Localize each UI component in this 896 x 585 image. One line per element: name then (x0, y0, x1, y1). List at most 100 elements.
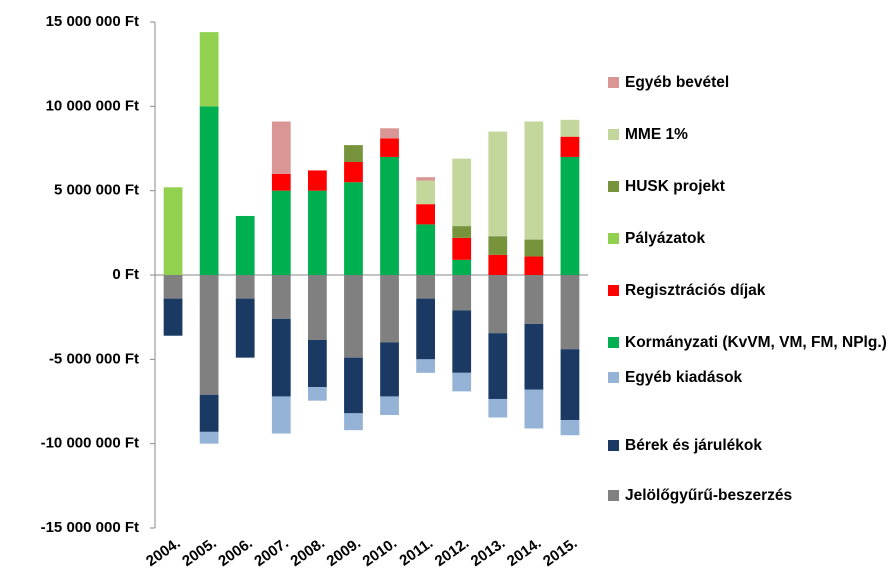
bar-segment (271, 318, 291, 397)
legend-item: Regisztrációs díjak (608, 282, 765, 300)
bar-segment (163, 275, 183, 299)
y-tick-label: -15 000 000 Ft (41, 519, 139, 536)
bar-segment (199, 32, 219, 107)
legend-swatch (608, 372, 619, 383)
legend-swatch (608, 440, 619, 451)
legend-label: Regisztrációs díjak (625, 282, 766, 299)
x-tick-label: 2011. (396, 535, 436, 570)
legend-item: Jelölőgyűrű-beszerzés (608, 487, 792, 505)
bar-segment (271, 396, 291, 434)
bar-segment (199, 394, 219, 432)
legend-item: Egyéb kiadások (608, 369, 742, 387)
bar-segment (452, 310, 472, 373)
bar-segment (488, 398, 508, 418)
x-tick-label: 2013. (468, 535, 509, 570)
legend-label: Bérek és járulékok (625, 437, 763, 454)
bar-segment (488, 275, 508, 334)
bar-segment (488, 333, 508, 399)
bar-segment (560, 119, 580, 137)
bar-segment (452, 226, 472, 238)
bar-segment (307, 190, 327, 275)
x-tick-label: 2014. (504, 535, 545, 570)
bar-segment (344, 357, 363, 414)
y-tick-label: 5 000 000 Ft (54, 182, 139, 199)
legend: Egyéb bevétel MME 1% HUSK projekt Pályázato… (608, 0, 893, 585)
legend-label: Egyéb kiadások (625, 369, 743, 386)
bar-segment (560, 420, 580, 436)
bar-segment (416, 224, 436, 275)
bar-segment (452, 259, 472, 275)
bar-segment (560, 275, 580, 350)
bar-segment (524, 121, 544, 240)
bar-segment (452, 237, 472, 260)
legend-swatch (608, 77, 619, 88)
x-tick-label: 2009. (324, 535, 365, 570)
bar-segment (307, 339, 327, 388)
x-tick-label: 2015. (540, 535, 581, 570)
bar-segment (524, 275, 544, 324)
x-tick-label: 2005. (179, 535, 220, 570)
legend-item: Kormányzati (KvVM, VM, FM, NPlg.) (608, 334, 887, 352)
bar-segment (380, 275, 399, 343)
bar-segment (163, 187, 183, 275)
bar-segment (416, 359, 436, 373)
bar-segment (271, 190, 291, 275)
legend-item: MME 1% (608, 126, 688, 144)
x-tick-label: 2004. (143, 535, 184, 570)
legend-item: Bérek és járulékok (608, 437, 762, 455)
bar-segment (380, 342, 399, 397)
bar-segment (199, 106, 219, 275)
bar-segment (271, 173, 291, 191)
bar-segment (344, 182, 363, 275)
legend-swatch (608, 181, 619, 192)
y-tick-label: -10 000 000 Ft (41, 435, 139, 452)
y-tick-label: -5 000 000 Ft (49, 350, 139, 367)
legend-label: Kormányzati (KvVM, VM, FM, NPlg.) (625, 334, 887, 351)
bar-segment (524, 389, 544, 429)
bar-segment (524, 323, 544, 390)
legend-label: Jelölőgyűrű-beszerzés (625, 487, 793, 504)
legend-item: Egyéb bevétel (608, 74, 729, 92)
bar-segment (452, 372, 472, 392)
legend-swatch (608, 233, 619, 244)
bar-segment (271, 275, 291, 319)
bar-segment (560, 156, 580, 275)
legend-label: Egyéb bevétel (625, 74, 730, 91)
bar-segment (163, 298, 183, 336)
legend-item: HUSK projekt (608, 178, 725, 196)
bar-segment (344, 161, 363, 183)
legend-label: Pályázatok (625, 230, 706, 247)
bar-segment (524, 239, 544, 257)
bar-segment (452, 158, 472, 227)
bar-segment (560, 349, 580, 421)
x-tick-label: 2008. (287, 535, 328, 570)
legend-swatch (608, 129, 619, 140)
bar-segment (199, 275, 219, 395)
bar-segment (307, 387, 327, 401)
bar-segment (416, 180, 436, 205)
bar-segment (235, 298, 255, 358)
legend-swatch (608, 285, 619, 296)
bar-segment (307, 275, 327, 340)
bar-segment (380, 128, 399, 139)
bar-segment (560, 136, 580, 157)
bar-segment (344, 275, 363, 358)
y-tick-label: 15 000 000 Ft (46, 13, 139, 30)
bar-segment (416, 275, 436, 299)
bar-segment (524, 256, 544, 275)
bar-segment (416, 177, 436, 181)
bar-segment (344, 145, 363, 162)
bar-segment (488, 131, 508, 237)
x-tick-label: 2010. (360, 535, 401, 570)
bar-segment (235, 275, 255, 299)
bar-segment (380, 156, 399, 275)
x-tick-label: 2006. (215, 535, 256, 570)
bar-segment (488, 236, 508, 255)
bar-segment (416, 204, 436, 225)
legend-swatch (608, 490, 619, 501)
legend-label: HUSK projekt (625, 178, 725, 195)
legend-label: MME 1% (625, 126, 688, 143)
bar-segment (380, 396, 399, 415)
